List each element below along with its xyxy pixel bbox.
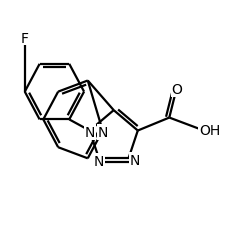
- Text: N: N: [84, 126, 94, 140]
- Text: N: N: [93, 154, 104, 168]
- Text: O: O: [171, 83, 181, 97]
- Text: N: N: [129, 153, 139, 167]
- Text: F: F: [21, 32, 29, 45]
- Text: N: N: [97, 126, 107, 140]
- Text: OH: OH: [198, 124, 219, 137]
